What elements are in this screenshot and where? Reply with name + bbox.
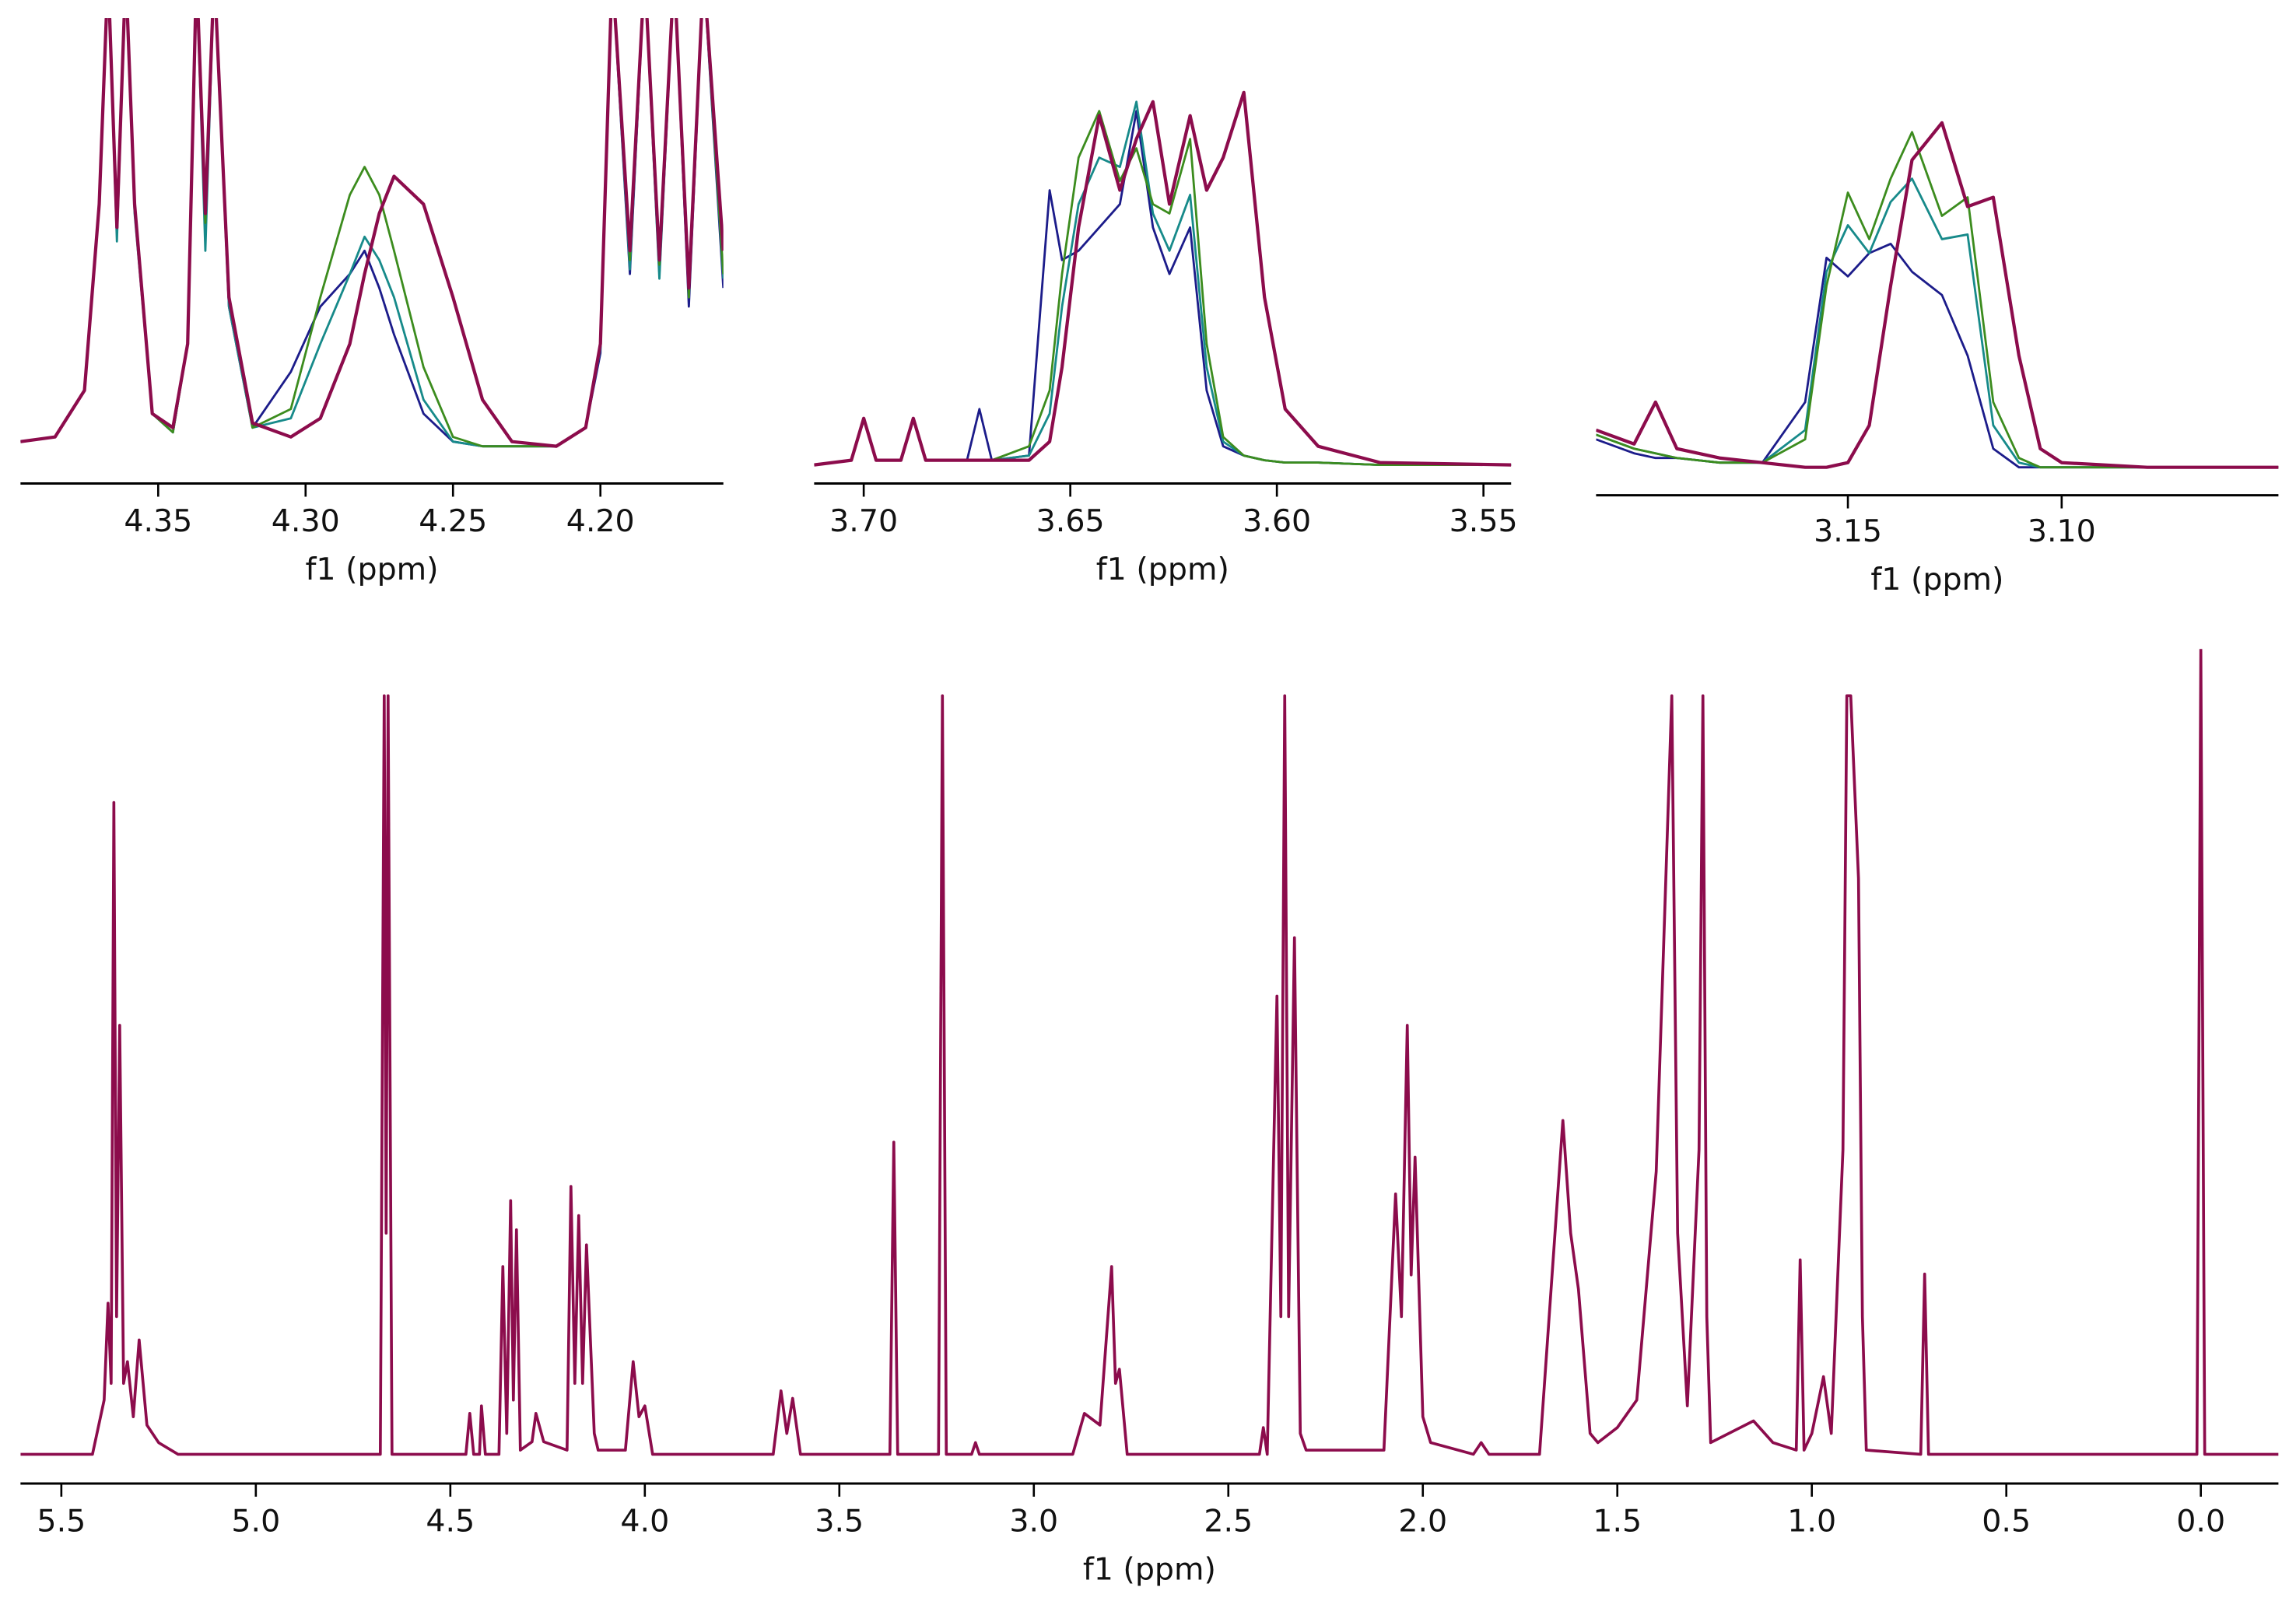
spectrum-line [20,649,2279,1456]
x-tick-label: 1.0 [1787,1503,1836,1539]
spectrum-line [20,18,724,448]
x-tick-label: 3.65 [1036,503,1105,539]
x-tick-label: 0.5 [1982,1503,2031,1539]
x-tick-label: 5.0 [231,1503,280,1539]
spectrum-line [1596,131,2279,469]
x-axis-label: f1 (ppm) [1870,562,2003,597]
x-tick-label: 3.55 [1449,503,1518,539]
plot-area [20,649,2279,1456]
spectrum-line [1596,243,2279,469]
spectrum-line [814,90,1512,467]
x-axis-label: f1 (ppm) [1083,1551,1216,1587]
spectrum-panel: 3.70 3.65 3.60 3.55 f1 (ppm) [814,90,1518,587]
x-tick-label: 4.5 [426,1503,475,1539]
spectrum-line [20,18,724,448]
x-tick-label: 2.0 [1398,1503,1447,1539]
x-tick-label: 3.0 [1009,1503,1058,1539]
x-tick-label: 3.5 [815,1503,864,1539]
spectrum-panel: 4.35 4.30 4.25 4.20 f1 (ppm) [20,18,724,587]
x-axis-label: f1 (ppm) [305,552,438,587]
x-tick-label: 4.20 [566,503,635,539]
plot-area [20,18,724,448]
spectrum-panel: 3.15 3.10 f1 (ppm) [1596,121,2279,597]
x-tick-label: 3.70 [829,503,898,539]
x-tick-label: 0.0 [2176,1503,2225,1539]
x-tick-label: 3.15 [1814,513,1882,549]
x-tick-label: 4.0 [620,1503,669,1539]
x-tick-label: 1.5 [1593,1503,1642,1539]
x-tick-label: 2.5 [1204,1503,1253,1539]
x-tick-label: 4.30 [272,503,340,539]
spectrum-line [20,18,724,448]
x-axis-label: f1 (ppm) [1096,552,1229,587]
x-tick-label: 4.25 [419,503,487,539]
plot-area [1596,121,2279,469]
x-tick-label: 3.10 [2028,513,2096,549]
plot-area [814,90,1512,467]
spectrum-line [1596,121,2279,469]
spectrum-panel: 5.5 5.0 4.5 4.0 3.5 3.0 2.5 2.0 1.5 1.0 0.5 0.0 f1 (… [20,649,2279,1587]
x-tick-label: 5.5 [37,1503,86,1539]
x-tick-label: 4.35 [124,503,192,539]
x-tick-label: 3.60 [1243,503,1311,539]
spectrum-line [1596,177,2279,469]
